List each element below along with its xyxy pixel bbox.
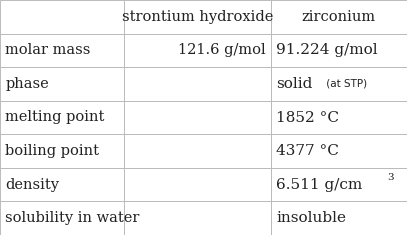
Bar [124,201,271,235]
Text: 1852 °C: 1852 °C [276,110,339,125]
Text: molar mass: molar mass [5,43,91,57]
Bar [124,134,271,168]
Bar [271,34,407,67]
Text: 6.511 g/cm: 6.511 g/cm [276,178,362,192]
Text: boiling point: boiling point [5,144,99,158]
Bar [271,168,407,201]
Text: 121.6 g/mol: 121.6 g/mol [178,43,265,57]
Text: strontium hydroxide: strontium hydroxide [122,10,273,24]
Bar [271,201,407,235]
Text: solubility in water: solubility in water [5,211,140,225]
Bar [0,101,124,134]
Bar [124,168,271,201]
Text: (at STP): (at STP) [323,79,367,89]
Bar [271,134,407,168]
Bar [124,101,271,134]
Bar [0,67,124,101]
Text: insoluble: insoluble [276,211,346,225]
Bar [124,34,271,67]
Text: melting point: melting point [5,110,105,125]
Text: zirconium: zirconium [302,10,376,24]
Text: 91.224 g/mol: 91.224 g/mol [276,43,378,57]
Text: 4377 °C: 4377 °C [276,144,339,158]
Bar [0,201,124,235]
Text: phase: phase [5,77,49,91]
Text: solid: solid [276,77,312,91]
Bar [271,101,407,134]
Bar [124,67,271,101]
Text: density: density [5,178,59,192]
Bar [124,0,271,34]
Bar [0,34,124,67]
Bar [0,0,124,34]
Bar [271,0,407,34]
Text: 3: 3 [387,173,394,182]
Bar [0,134,124,168]
Bar [271,67,407,101]
Bar [0,168,124,201]
